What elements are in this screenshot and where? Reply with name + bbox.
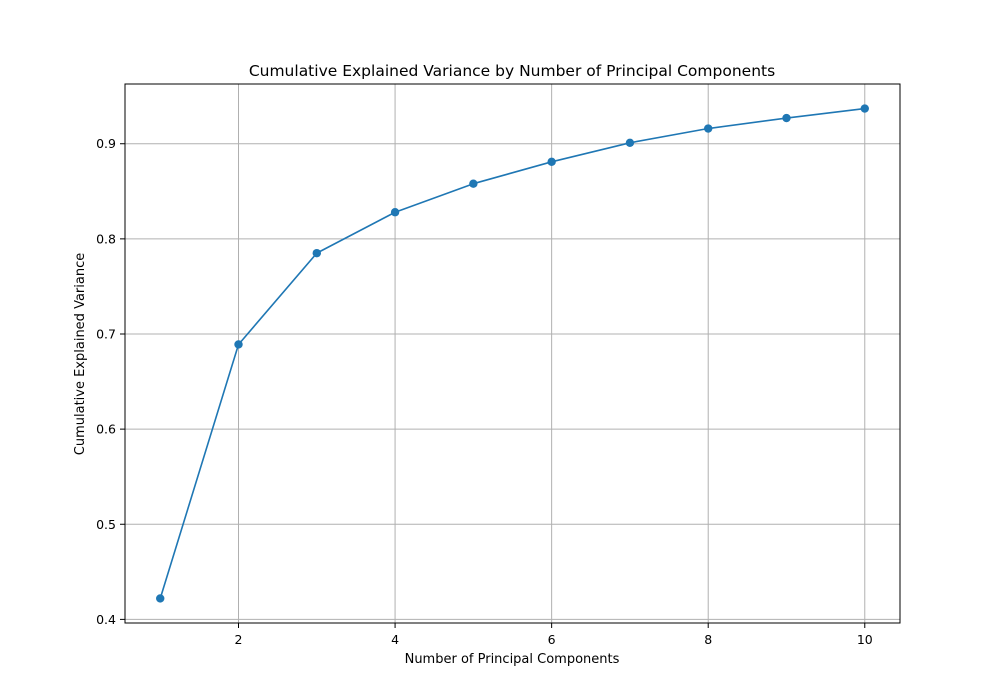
- data-point: [704, 124, 713, 133]
- data-point: [234, 340, 243, 349]
- y-tick-label: 0.4: [96, 612, 116, 627]
- data-point: [156, 594, 165, 603]
- x-tick-label: 8: [704, 632, 712, 647]
- series-layer: [156, 104, 869, 603]
- x-tick-label: 4: [391, 632, 399, 647]
- y-tick-label: 0.6: [96, 422, 116, 437]
- x-axis-label: Number of Principal Components: [405, 652, 620, 667]
- data-point: [625, 138, 635, 147]
- y-tick-label: 0.7: [96, 326, 116, 341]
- x-tick-label: 6: [548, 632, 556, 647]
- x-tick-label: 10: [857, 632, 873, 647]
- plot-frame: [124, 83, 901, 624]
- y-tick-label: 0.9: [96, 136, 116, 151]
- data-point: [547, 157, 556, 167]
- series-line: [159, 107, 865, 599]
- y-axis: 0.4 0.5 0.6 0.7 0.8 0.9: [96, 136, 125, 627]
- data-point: [312, 248, 321, 258]
- data-point: [469, 179, 478, 188]
- y-tick-label: 0.8: [96, 231, 116, 246]
- data-point: [782, 113, 791, 123]
- grid: [125, 84, 900, 623]
- y-tick-label: 0.5: [96, 517, 116, 532]
- data-point: [860, 104, 869, 113]
- x-axis: 2 4 6 8 10: [235, 623, 873, 647]
- x-tick-label: 2: [235, 632, 243, 647]
- chart-title: Cumulative Explained Variance by Number …: [249, 62, 775, 80]
- data-point: [390, 208, 400, 217]
- y-axis-label: Cumulative Explained Variance: [73, 253, 88, 455]
